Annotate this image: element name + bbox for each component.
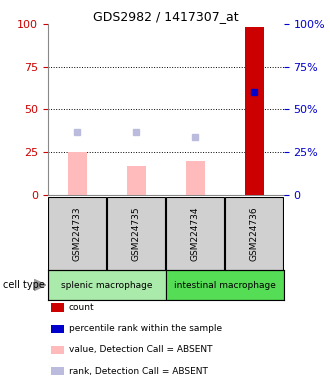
Bar: [245, 27, 264, 195]
Bar: [166, 197, 224, 270]
Bar: [68, 152, 87, 195]
Polygon shape: [34, 280, 46, 291]
Bar: [49, 197, 106, 270]
Bar: [127, 166, 146, 195]
Text: GSM224734: GSM224734: [191, 206, 200, 261]
Bar: [186, 161, 205, 195]
Text: value, Detection Call = ABSENT: value, Detection Call = ABSENT: [69, 346, 212, 354]
Text: cell type: cell type: [3, 280, 45, 290]
Text: GSM224733: GSM224733: [73, 206, 82, 261]
Text: rank, Detection Call = ABSENT: rank, Detection Call = ABSENT: [69, 367, 208, 376]
Text: splenic macrophage: splenic macrophage: [61, 280, 152, 290]
Text: GSM224735: GSM224735: [132, 206, 141, 261]
Text: GSM224736: GSM224736: [250, 206, 259, 261]
Text: percentile rank within the sample: percentile rank within the sample: [69, 324, 222, 333]
Bar: [225, 197, 283, 270]
Text: count: count: [69, 303, 94, 312]
Text: intestinal macrophage: intestinal macrophage: [174, 280, 276, 290]
Bar: [48, 270, 166, 300]
Title: GDS2982 / 1417307_at: GDS2982 / 1417307_at: [93, 10, 239, 23]
Bar: [108, 197, 165, 270]
Bar: [166, 270, 284, 300]
